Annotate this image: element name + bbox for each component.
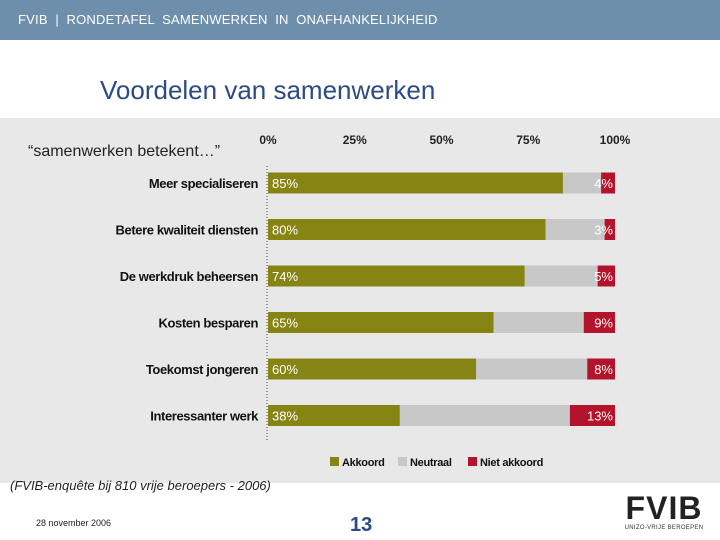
bar-akkoord bbox=[268, 173, 563, 194]
x-tick-label: 50% bbox=[429, 133, 453, 147]
data-label-akkoord: 60% bbox=[272, 362, 298, 377]
logo-word: FVIB bbox=[618, 490, 710, 527]
category-label: De werkdruk beheersen bbox=[120, 269, 259, 284]
bar-akkoord bbox=[268, 219, 546, 240]
x-tick-label: 25% bbox=[343, 133, 367, 147]
data-label-akkoord: 74% bbox=[272, 269, 298, 284]
legend-swatch bbox=[398, 457, 407, 466]
chart-panel: “samenwerken betekent…” 0% 25% 50% 75% 100% Me… bbox=[0, 118, 720, 483]
page-number: 13 bbox=[350, 514, 372, 537]
category-label: Toekomst jongeren bbox=[146, 362, 259, 377]
source-note: (FVIB-enquête bij 810 vrije beroepers - … bbox=[10, 478, 271, 493]
header-text: FVIB | RONDETAFEL SAMENWERKEN IN ONAFHAN… bbox=[18, 12, 438, 27]
stacked-bar-chart: “samenwerken betekent…” 0% 25% 50% 75% 100% Me… bbox=[0, 118, 720, 483]
category-label: Interessanter werk bbox=[150, 409, 259, 424]
x-tick-label: 0% bbox=[259, 133, 277, 147]
bar-neutraal bbox=[494, 312, 584, 333]
data-label-niet-akkoord: 9% bbox=[594, 316, 613, 331]
data-label-akkoord: 85% bbox=[272, 176, 298, 191]
legend-label: Akkoord bbox=[342, 457, 385, 469]
header-bar: FVIB | RONDETAFEL SAMENWERKEN IN ONAFHAN… bbox=[0, 0, 720, 40]
chart-subtitle: “samenwerken betekent…” bbox=[28, 143, 220, 160]
data-label-niet-akkoord: 5% bbox=[594, 269, 613, 284]
x-tick-label: 100% bbox=[600, 133, 631, 147]
x-tick-label: 75% bbox=[516, 133, 540, 147]
category-label: Betere kwaliteit diensten bbox=[116, 223, 259, 238]
category-label: Kosten besparen bbox=[159, 316, 259, 331]
bar-akkoord bbox=[268, 312, 494, 333]
data-label-niet-akkoord: 3% bbox=[594, 223, 613, 238]
legend-swatch bbox=[468, 457, 477, 466]
footer-date: 28 november 2006 bbox=[36, 518, 111, 528]
data-label-akkoord: 80% bbox=[272, 223, 298, 238]
data-label-niet-akkoord: 13% bbox=[587, 409, 613, 424]
data-label-akkoord: 65% bbox=[272, 316, 298, 331]
bar-neutraal bbox=[525, 266, 598, 287]
data-label-niet-akkoord: 4% bbox=[594, 176, 613, 191]
data-label-akkoord: 38% bbox=[272, 409, 298, 424]
bar-akkoord bbox=[268, 266, 525, 287]
category-label: Meer specialiseren bbox=[149, 176, 259, 191]
slide-title: Voordelen van samenwerken bbox=[100, 75, 435, 106]
bar-neutraal bbox=[400, 405, 570, 426]
legend-swatch bbox=[330, 457, 339, 466]
bar-neutraal bbox=[476, 359, 587, 380]
legend-label: Neutraal bbox=[410, 457, 452, 469]
logo-tagline: UNIZO-VRIJE BEROEPEN bbox=[618, 525, 710, 531]
bar-akkoord bbox=[268, 359, 476, 380]
data-label-niet-akkoord: 8% bbox=[594, 362, 613, 377]
fvib-logo: FVIB UNIZO-VRIJE BEROEPEN bbox=[618, 490, 710, 534]
legend-label: Niet akkoord bbox=[480, 457, 543, 469]
